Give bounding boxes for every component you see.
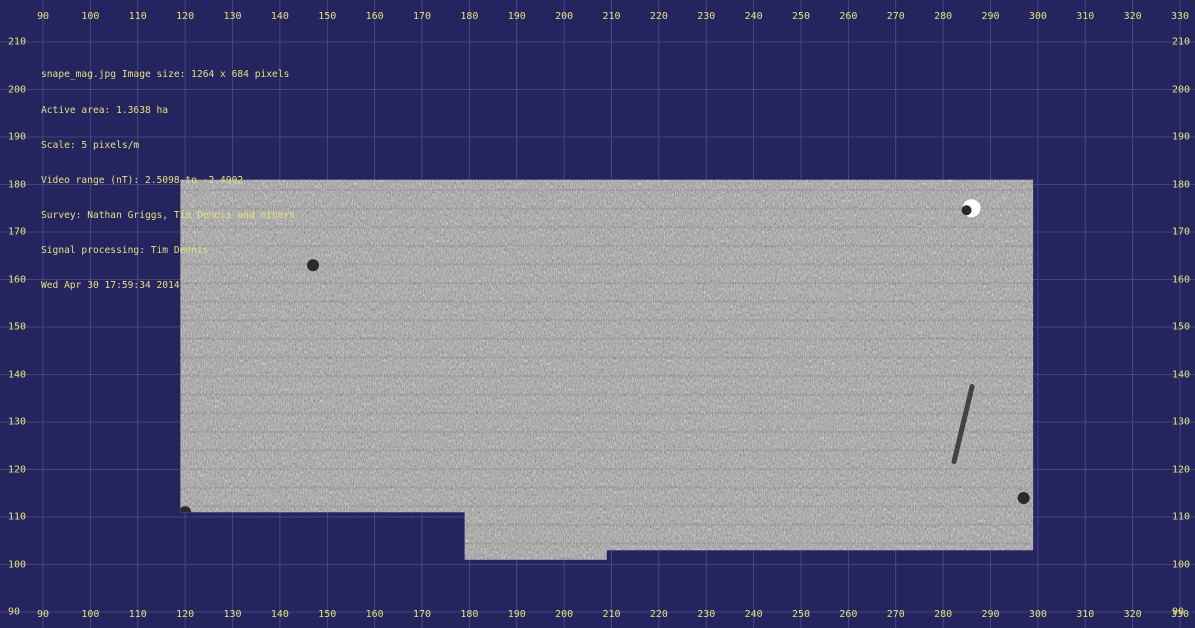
y-tick-right: 180 <box>1172 179 1191 190</box>
x-tick-top: 160 <box>365 11 384 22</box>
y-tick-left: 100 <box>8 559 27 570</box>
info-line: snape_mag.jpg Image size: 1264 x 684 pix… <box>41 69 290 81</box>
x-tick-bottom: 290 <box>981 609 1000 620</box>
y-tick-right: 160 <box>1172 274 1191 285</box>
x-tick-top: 180 <box>460 11 479 22</box>
y-tick-right: 210 <box>1172 36 1191 48</box>
y-tick-left: 150 <box>8 321 27 333</box>
x-tick-top: 320 <box>1123 11 1142 22</box>
x-tick-bottom: 300 <box>1028 609 1047 620</box>
y-tick-right: 190 <box>1172 131 1191 143</box>
x-tick-top: 210 <box>602 11 621 22</box>
x-tick-top: 330 <box>1170 11 1190 22</box>
x-tick-bottom: 90 <box>36 609 50 620</box>
info-line: Wed Apr 30 17:59:34 2014 <box>41 279 180 291</box>
x-tick-top: 120 <box>176 11 195 22</box>
y-tick-right: 200 <box>1172 84 1191 95</box>
y-tick-left: 120 <box>8 464 27 475</box>
x-tick-top: 110 <box>128 11 147 22</box>
x-tick-bottom: 180 <box>460 609 479 620</box>
y-tick-right: 110 <box>1172 511 1191 523</box>
x-tick-top: 260 <box>839 11 858 22</box>
x-tick-top: 170 <box>412 11 432 22</box>
info-line: Scale: 5 pixels/m <box>41 139 140 151</box>
x-tick-top: 290 <box>981 11 1000 22</box>
y-tick-left: 180 <box>8 179 27 190</box>
x-tick-bottom: 130 <box>223 609 242 620</box>
x-tick-top: 310 <box>1076 11 1095 22</box>
x-tick-top: 200 <box>555 11 574 22</box>
x-tick-top: 90 <box>36 11 50 22</box>
info-line: Survey: Nathan Griggs, Tim Dennis and ot… <box>41 209 296 221</box>
x-tick-top: 270 <box>886 11 905 22</box>
anomaly-dark <box>1017 492 1030 504</box>
y-tick-right: 140 <box>1172 369 1191 380</box>
y-tick-left: 210 <box>8 36 27 48</box>
x-tick-bottom: 150 <box>318 609 337 620</box>
y-tick-left: 110 <box>8 511 27 523</box>
x-tick-bottom: 320 <box>1123 609 1142 620</box>
y-tick-left: 90 <box>8 606 21 618</box>
y-tick-right: 150 <box>1172 321 1191 333</box>
x-tick-top: 240 <box>744 11 763 22</box>
x-tick-bottom: 100 <box>81 609 100 620</box>
info-line: Video range (nT): 2.5098 to -2.4902 <box>41 174 244 186</box>
x-tick-bottom: 200 <box>555 609 574 620</box>
y-tick-right: 100 <box>1172 559 1191 570</box>
x-tick-bottom: 220 <box>649 609 668 620</box>
x-tick-top: 230 <box>697 11 716 22</box>
x-tick-bottom: 280 <box>934 609 953 620</box>
x-tick-bottom: 110 <box>128 609 147 620</box>
anomaly-dark <box>307 259 320 272</box>
y-tick-right: 90 <box>1172 606 1185 618</box>
x-tick-top: 100 <box>81 11 100 22</box>
y-tick-left: 200 <box>8 84 27 95</box>
info-line: Active area: 1.3638 ha <box>41 104 169 116</box>
x-tick-top: 140 <box>270 11 289 22</box>
y-tick-left: 160 <box>8 274 27 285</box>
x-tick-bottom: 170 <box>412 609 432 620</box>
y-tick-left: 130 <box>8 416 27 428</box>
x-tick-bottom: 140 <box>270 609 289 620</box>
y-tick-left: 140 <box>8 369 27 380</box>
x-tick-top: 220 <box>649 11 668 22</box>
y-tick-left: 170 <box>8 226 27 238</box>
x-tick-bottom: 270 <box>886 609 905 620</box>
x-tick-top: 300 <box>1028 11 1047 22</box>
x-tick-top: 250 <box>791 11 811 22</box>
x-tick-bottom: 120 <box>176 609 195 620</box>
x-tick-top: 150 <box>318 11 337 22</box>
x-tick-bottom: 310 <box>1076 609 1095 620</box>
y-tick-right: 120 <box>1172 464 1191 475</box>
x-tick-bottom: 240 <box>744 609 763 620</box>
x-tick-bottom: 260 <box>839 609 858 620</box>
x-tick-bottom: 190 <box>507 609 526 620</box>
x-tick-top: 190 <box>507 11 526 22</box>
x-tick-bottom: 160 <box>365 609 384 620</box>
y-tick-left: 190 <box>8 131 27 143</box>
anomaly-dark <box>180 506 192 519</box>
x-tick-bottom: 330 <box>1170 609 1190 620</box>
y-tick-right: 170 <box>1172 226 1191 238</box>
x-tick-bottom: 230 <box>697 609 716 620</box>
x-tick-top: 280 <box>934 11 953 22</box>
y-tick-right: 130 <box>1172 416 1191 428</box>
info-line: Signal processing: Tim Dennis <box>41 244 209 256</box>
anomaly-linear <box>951 384 975 464</box>
info-panel: snape_mag.jpg Image size: 1264 x 684 pix… <box>41 46 295 315</box>
x-tick-top: 130 <box>223 11 242 22</box>
x-tick-bottom: 250 <box>791 609 811 620</box>
x-tick-bottom: 210 <box>602 609 621 620</box>
